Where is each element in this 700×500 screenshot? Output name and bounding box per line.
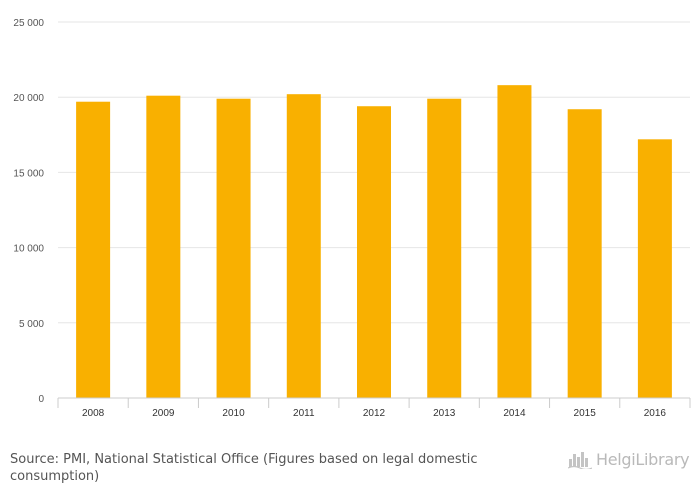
y-tick-label: 15 000 [13,168,44,179]
x-tick-label: 2009 [152,408,175,419]
x-tick-label: 2015 [574,408,597,419]
bar-2011[interactable] [286,94,321,398]
y-tick-label: 5 000 [19,319,44,330]
y-tick-label: 20 000 [13,93,44,104]
bar-2014[interactable] [497,85,532,398]
bar-2015[interactable] [567,109,602,399]
x-tick-label: 2012 [363,408,386,419]
bar-2009[interactable] [146,95,181,399]
x-axis: 2008 2009 2010 2011 2012 2013 2014 2015 2016 [57,397,691,419]
y-tick-label: 10 000 [13,244,44,255]
city-skyline-icon [568,451,592,469]
x-tick-label: 2010 [222,408,245,419]
x-tick-label: 2013 [433,408,456,419]
bar-2012[interactable] [357,106,391,398]
bars [76,85,672,399]
x-tick-label: 2014 [503,408,526,419]
x-tick-label: 2008 [82,408,105,419]
y-axis-ticks: 0 5 000 10 000 15 000 20 000 25 000 [13,18,44,405]
bar-2010[interactable] [216,98,251,398]
x-tick-label: 2016 [644,408,667,419]
bar-2016[interactable] [637,139,672,398]
y-tick-label: 0 [38,394,44,405]
bar-2008[interactable] [76,101,111,398]
bar-2013[interactable] [427,98,462,398]
y-tick-label: 25 000 [13,18,44,29]
brand-name: HelgiLibrary [596,450,690,469]
source-note: Source: PMI, National Statistical Office… [10,452,478,484]
brand-logo: HelgiLibrary [568,450,690,469]
x-tick-label: 2011 [293,408,315,419]
